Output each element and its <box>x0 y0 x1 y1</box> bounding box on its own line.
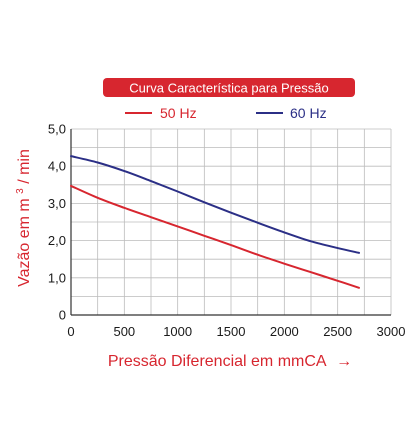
y-tick-label: 4,0 <box>48 159 66 174</box>
chart-title-background <box>103 78 355 97</box>
y-tick-label: 0 <box>59 308 66 323</box>
y-axis-label-tail: / min <box>16 149 33 184</box>
y-axis-ticks: 0 1,0 2,0 3,0 4,0 5,0 <box>48 122 66 323</box>
series-line-50hz <box>70 184 360 289</box>
legend: 50 Hz 60 Hz <box>125 105 327 121</box>
x-tick-label: 3000 <box>377 324 406 339</box>
x-tick-label: 0 <box>67 324 74 339</box>
x-axis-ticks: 0 500 1000 1500 2000 2500 3000 <box>67 324 405 339</box>
x-tick-label: 1500 <box>217 324 246 339</box>
axes <box>70 129 391 316</box>
x-axis-label: Pressão Diferencial em mmCA → <box>108 353 352 370</box>
x-axis-label-text: Pressão Diferencial em mmCA <box>108 353 327 370</box>
x-tick-label: 2500 <box>323 324 352 339</box>
x-tick-label: 2000 <box>270 324 299 339</box>
x-tick-label: 500 <box>113 324 135 339</box>
y-tick-label: 5,0 <box>48 122 66 137</box>
y-axis-label-superscript: 3 <box>15 188 26 194</box>
series-line-60hz <box>70 155 360 254</box>
y-tick-label: 1,0 <box>48 270 66 285</box>
grid <box>70 128 392 316</box>
series <box>70 155 360 289</box>
y-axis-label-main: Vazão em m <box>16 198 33 287</box>
x-tick-label: 1000 <box>163 324 192 339</box>
legend-label-50hz: 50 Hz <box>160 105 197 121</box>
x-axis-arrow-icon: → <box>336 353 352 370</box>
y-tick-label: 3,0 <box>48 196 66 211</box>
y-tick-label: 2,0 <box>48 233 66 248</box>
legend-label-60hz: 60 Hz <box>290 105 327 121</box>
chart-title: Curva Característica para Pressão <box>129 81 328 96</box>
y-axis-label: Vazão em m 3 / min <box>10 149 33 287</box>
chart-title-group: Curva Característica para Pressão <box>103 78 355 97</box>
